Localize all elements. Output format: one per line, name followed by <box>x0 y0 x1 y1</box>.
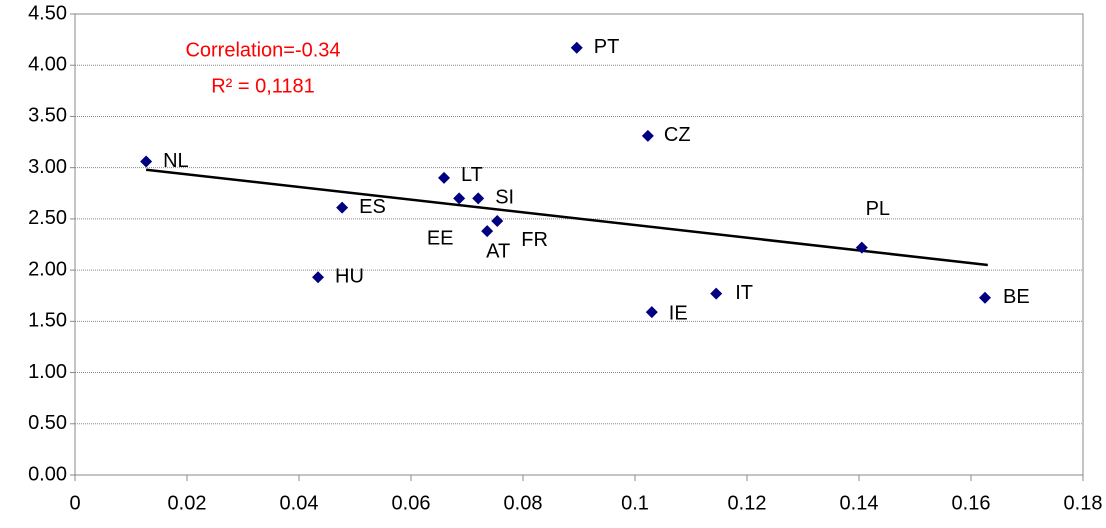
point <box>438 171 451 184</box>
annotation: R² = 0,1181 <box>211 75 315 97</box>
point <box>855 241 868 254</box>
point-label: HU <box>335 266 364 288</box>
x-tick-label: 0.08 <box>504 492 543 514</box>
point <box>645 306 658 319</box>
point <box>491 214 504 227</box>
x-tick-label: 0.16 <box>952 492 991 514</box>
y-tick-label: 2.50 <box>28 207 67 229</box>
point <box>979 291 991 304</box>
point <box>641 129 654 142</box>
point-label: SI <box>495 187 514 209</box>
point-label: IE <box>669 302 688 324</box>
annotation: Correlation=-0.34 <box>185 39 340 61</box>
point <box>312 271 325 284</box>
point-label: IT <box>735 282 753 304</box>
y-tick-label: 0.50 <box>28 412 67 434</box>
point <box>472 192 485 205</box>
point-label: NL <box>163 150 189 172</box>
y-tick-label: 3.00 <box>28 156 67 178</box>
point <box>336 201 349 214</box>
x-tick-label: 0.1 <box>621 492 649 514</box>
x-tick-label: 0.12 <box>728 492 767 514</box>
y-tick-label: 2.00 <box>28 258 67 280</box>
trendline <box>145 168 988 267</box>
x-tick-label: 0.06 <box>392 492 431 514</box>
y-tick-label: 0.00 <box>28 463 67 485</box>
point-label: PT <box>594 36 620 58</box>
point <box>140 155 153 168</box>
x-tick-label: 0.04 <box>280 492 319 514</box>
x-tick-label: 0.02 <box>168 492 207 514</box>
x-tick-label: 0 <box>69 492 80 514</box>
point-label: BE <box>1003 286 1030 308</box>
y-tick-label: 1.50 <box>28 310 67 332</box>
plot-border <box>74 13 1084 476</box>
y-tick-label: 4.50 <box>28 2 67 24</box>
x-tick-label: 0.18 <box>1064 492 1103 514</box>
y-tick-label: 1.00 <box>28 361 67 383</box>
point-label: LT <box>461 164 483 186</box>
y-tick-label: 4.00 <box>28 54 67 76</box>
x-tick-label: 0.14 <box>840 492 879 514</box>
point-label: FR <box>521 229 548 251</box>
point <box>710 287 723 300</box>
point <box>481 225 494 238</box>
point-label: CZ <box>664 124 691 146</box>
point-label: EE <box>427 228 454 250</box>
point-label: AT <box>486 240 510 262</box>
point-label: PL <box>866 198 890 220</box>
point <box>453 192 466 205</box>
y-tick-label: 3.50 <box>28 105 67 127</box>
point <box>570 41 583 54</box>
point-label: ES <box>359 196 386 218</box>
